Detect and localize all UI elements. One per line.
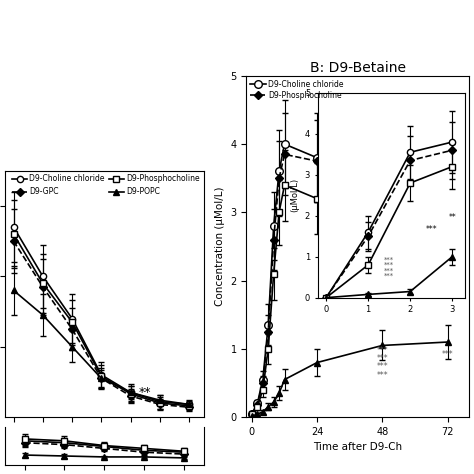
Y-axis label: Concentration (μMol/L): Concentration (μMol/L) [215, 187, 225, 306]
Text: ***
***
***
***: *** *** *** *** [376, 346, 388, 380]
Text: **: ** [139, 386, 152, 399]
Text: ***: *** [441, 270, 454, 279]
Legend: D9-Choline chloride, D9-Phosphocholine: D9-Choline chloride, D9-Phosphocholine [250, 80, 343, 100]
Text: ***: *** [442, 350, 453, 359]
X-axis label: Time after D9-Ch: Time after D9-Ch [313, 442, 402, 452]
Title: B: D9-Betaine: B: D9-Betaine [310, 61, 406, 75]
Legend: D9-Choline chloride, D9-GPC, D9-Phosphocholine, D9-POPC: D9-Choline chloride, D9-GPC, D9-Phosphoc… [12, 174, 200, 196]
